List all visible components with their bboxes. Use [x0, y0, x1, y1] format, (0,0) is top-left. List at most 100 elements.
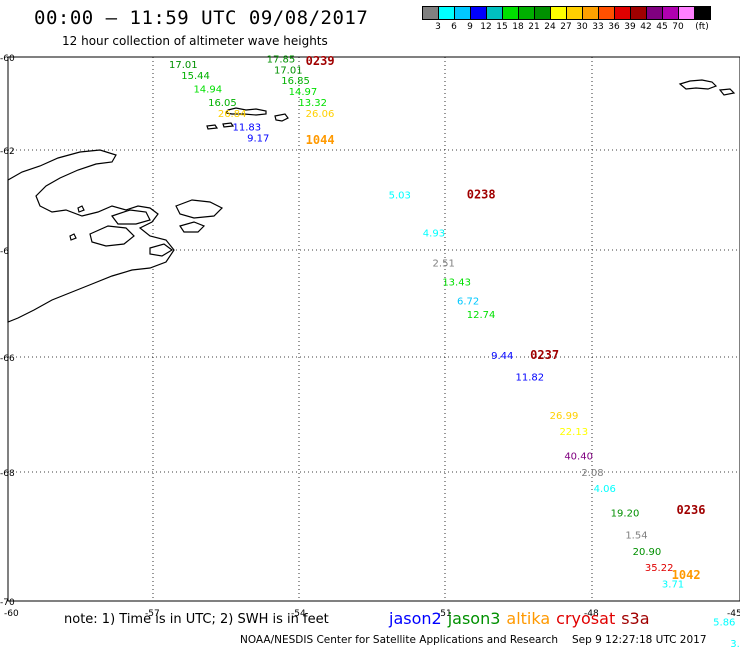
color-scale-label: 42: [640, 22, 652, 32]
longitude-label: -54: [291, 609, 306, 619]
latitude-label: -62: [0, 147, 15, 157]
pass-time-label: 0239: [306, 54, 335, 68]
pass-time-label: 0236: [677, 503, 706, 517]
color-scale-label: 9: [467, 22, 473, 32]
footer-credit: NOAA/NESDIS Center for Satellite Applica…: [240, 634, 707, 646]
joinville-island: [111, 209, 151, 225]
pass-time-labels: 0239 1044 0238 0237 0236 1042: [306, 54, 706, 582]
pass-time-label: 1044: [306, 133, 335, 147]
islet-2: [69, 233, 77, 241]
color-scale-label: 24: [544, 22, 556, 32]
color-scale-label: (ft): [695, 22, 709, 32]
wave-height-value: 35.22: [645, 563, 674, 574]
island-east-2: [179, 221, 206, 233]
page-subtitle: 12 hour collection of altimeter wave hei…: [62, 34, 328, 48]
wave-height-value: 13.32: [298, 98, 327, 109]
wave-height-value: 11.82: [516, 373, 545, 384]
satellite-legend-item: cryosat: [556, 609, 616, 628]
wave-height-value: 4.93: [423, 229, 445, 240]
wave-height-value: 20.90: [633, 547, 662, 558]
color-scale-label: 70: [672, 22, 684, 32]
pass-time-label: 0237: [530, 348, 559, 362]
longitude-label: -60: [4, 609, 19, 619]
color-scale-label: 6: [451, 22, 457, 32]
page-title: 00:00 – 11:59 UTC 09/08/2017: [34, 7, 369, 29]
south-orkney-islands: [678, 79, 718, 90]
pass-time-label: 0238: [467, 187, 496, 201]
island-small-1: [206, 124, 219, 130]
james-ross-island: [89, 225, 135, 247]
color-scale-label: 45: [656, 22, 668, 32]
color-scale-label: 39: [624, 22, 636, 32]
island-east-3: [149, 243, 174, 257]
wave-height-value: 12.74: [467, 310, 496, 321]
wave-height-value: 26.84: [218, 109, 247, 120]
wave-height-value: 17.01: [169, 60, 198, 71]
south-shetland-islands: [224, 107, 267, 116]
latitude-label: -68: [0, 469, 15, 479]
coastlines: [7, 79, 736, 323]
wave-height-value: 2.08: [581, 468, 603, 479]
color-scale-label: 18: [512, 22, 524, 32]
longitude-label: -51: [437, 609, 452, 619]
color-scale-label: 30: [576, 22, 588, 32]
color-scale-label: 27: [560, 22, 572, 32]
color-scale-labels: 3 6 9 12 15 18 21 24 27 30 33 36 39 42 45 70 (ft): [422, 22, 732, 34]
satellite-legend-item: jason2: [389, 609, 442, 628]
wave-height-value: 9.44: [491, 351, 513, 362]
latitude-label: -66: [0, 354, 15, 364]
color-swatch: [694, 6, 711, 20]
color-scale-bar: [422, 6, 711, 20]
wave-height-value: 3.71: [662, 579, 684, 590]
credit-timestamp: Sep 9 12:27:18 UTC 2017: [572, 634, 707, 646]
wave-height-points: 17.0115.4414.9416.0526.8411.839.1717.851…: [169, 54, 740, 650]
wave-height-value: 19.20: [611, 509, 640, 520]
color-scale-label: 12: [480, 22, 492, 32]
satellite-legend-item: s3a: [621, 609, 650, 628]
color-scale-label: 33: [592, 22, 604, 32]
wave-height-value: 16.85: [281, 76, 310, 87]
color-scale-label: 36: [608, 22, 620, 32]
longitude-label: -57: [145, 609, 160, 619]
wave-height-value: 17.85: [267, 54, 296, 65]
footer-note: note: 1) Time is in UTC; 2) SWH is in fe…: [64, 612, 329, 627]
wave-height-value: 4.06: [594, 484, 616, 495]
map-frame: [7, 56, 740, 602]
wave-height-value: 17.01: [274, 65, 303, 76]
island-small-4: [718, 88, 736, 96]
wave-height-value: 40.40: [564, 452, 593, 463]
wave-height-value: 2.51: [433, 258, 455, 269]
island-small-3: [274, 113, 289, 122]
wave-height-value: 5.03: [389, 190, 411, 201]
wave-height-value: 14.97: [289, 87, 318, 98]
islet-1: [77, 205, 85, 213]
color-scale-label: 3: [435, 22, 441, 32]
wave-height-value: 15.44: [181, 71, 210, 82]
wave-height-value: 1.54: [625, 530, 647, 541]
satellite-legend-item: altika: [506, 609, 551, 628]
island-east-1: [175, 199, 224, 219]
longitude-label: -48: [584, 609, 599, 619]
pass-time-label: 1042: [672, 568, 701, 582]
latitude-label: -60: [0, 54, 15, 64]
wave-height-value: 6.72: [457, 297, 479, 308]
wave-height-value: 3.16: [730, 639, 740, 650]
wave-height-value: 26.99: [550, 411, 579, 422]
satellite-legend-item: jason3: [447, 609, 501, 628]
wave-height-value: 13.43: [442, 277, 471, 288]
latitude-label: -70: [0, 598, 15, 608]
island-small-2: [222, 122, 235, 128]
wave-height-value: 26.06: [306, 109, 335, 120]
wave-height-value: 16.05: [208, 98, 237, 109]
longitude-label: -45: [727, 609, 740, 619]
credit-agency: NOAA/NESDIS Center for Satellite Applica…: [240, 634, 558, 646]
color-scale-label: 21: [528, 22, 540, 32]
wave-height-value: 5.86: [713, 617, 735, 628]
wave-height-value: 14.94: [193, 84, 222, 95]
color-scale-label: 15: [496, 22, 508, 32]
satellite-legend: jason2 jason3 altika cryosat s3a: [389, 609, 656, 628]
wave-height-value: 9.17: [247, 133, 269, 144]
wave-height-value: 22.13: [559, 427, 588, 438]
